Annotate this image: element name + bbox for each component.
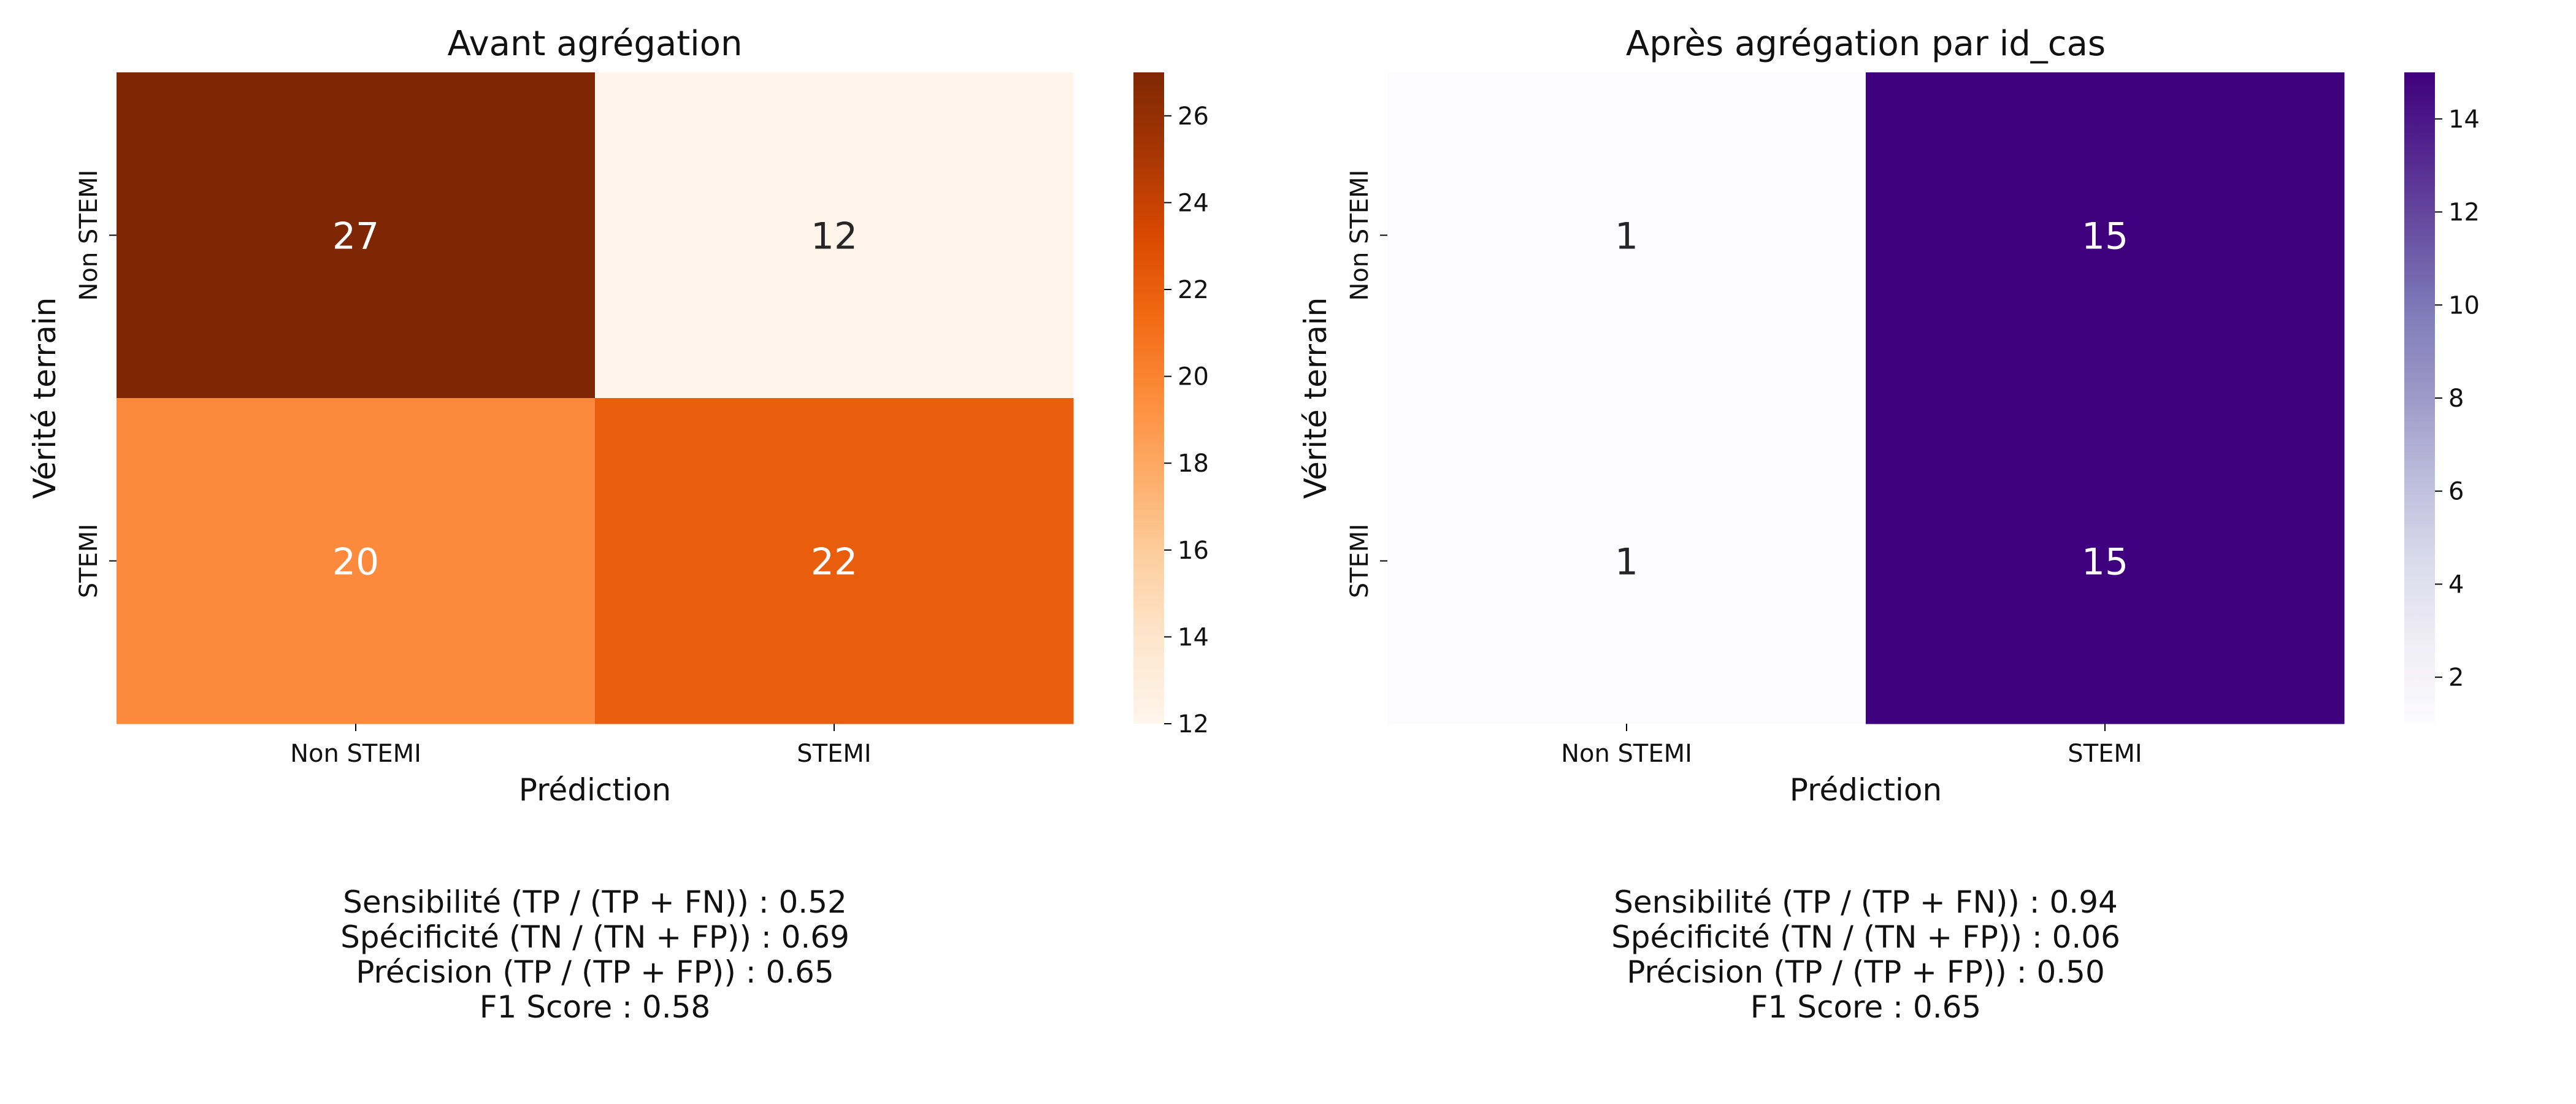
colorbar-tick-label: 12 <box>2448 199 2480 227</box>
colorbar-tick-label: 6 <box>2448 478 2464 506</box>
chart-title: Avant agrégation <box>448 24 743 64</box>
y-axis-label: Vérité terrain <box>27 297 63 499</box>
colorbar-tick-label: 20 <box>1178 363 1209 391</box>
heatmap-cell <box>1387 398 1866 724</box>
cell-value-label: 15 <box>2082 541 2128 584</box>
heatmap-cell <box>1866 398 2345 724</box>
metric-line: Précision (TP / (TP + FP)) : 0.50 <box>1627 954 2105 990</box>
x-tick-label: Non STEMI <box>1561 740 1692 768</box>
heatmap-cell <box>117 72 596 399</box>
metric-line: F1 Score : 0.58 <box>480 989 710 1025</box>
x-tick-label: STEMI <box>2068 740 2142 768</box>
colorbar-tick-label: 4 <box>2448 570 2464 599</box>
y-tick-label: Non STEMI <box>1346 170 1374 301</box>
cell-value-label: 1 <box>1615 541 1638 584</box>
colorbar-tick-label: 14 <box>1178 623 1209 651</box>
x-tick-label: Non STEMI <box>290 740 421 768</box>
cell-value-label: 15 <box>2082 215 2128 258</box>
heatmap-cell <box>117 398 596 724</box>
colorbar-tick-label: 26 <box>1178 102 1209 131</box>
chart-title: Après agrégation par id_cas <box>1626 24 2106 64</box>
cell-value-label: 1 <box>1615 215 1638 258</box>
metric-line: Sensibilité (TP / (TP + FN)) : 0.52 <box>343 884 847 920</box>
cell-value-label: 12 <box>811 215 857 258</box>
cell-value-label: 20 <box>332 541 379 584</box>
colorbar-tick-label: 16 <box>1178 537 1209 565</box>
heatmap-cell <box>595 398 1074 724</box>
metric-line: Spécificité (TN / (TN + FP)) : 0.06 <box>1611 919 2120 955</box>
colorbar-tick-label: 22 <box>1178 276 1209 304</box>
y-tick-label: Non STEMI <box>75 170 103 301</box>
metric-line: Sensibilité (TP / (TP + FN)) : 0.94 <box>1614 884 2118 920</box>
heatmap-panel-1: Avant agrégation 27 12 20 22 Non STEMI STEMI Pr… <box>27 24 1209 1025</box>
colorbar <box>1133 72 1164 724</box>
x-tick-label: STEMI <box>797 740 871 768</box>
colorbar-tick-label: 10 <box>2448 291 2480 320</box>
colorbar <box>2404 72 2435 724</box>
colorbar-tick-label: 14 <box>2448 105 2480 134</box>
x-axis-label: Prédiction <box>1790 772 1942 808</box>
colorbar-tick-label: 2 <box>2448 664 2464 692</box>
x-axis-label: Prédiction <box>519 772 671 808</box>
colorbar-tick-label: 8 <box>2448 385 2464 413</box>
cell-value-label: 27 <box>332 215 379 258</box>
y-tick-label: STEMI <box>1346 524 1374 598</box>
colorbar-tick-label: 18 <box>1178 450 1209 478</box>
heatmap-cell <box>1866 72 2345 399</box>
colorbar-tick-label: 12 <box>1178 710 1209 738</box>
metric-line: Précision (TP / (TP + FP)) : 0.65 <box>356 954 834 990</box>
heatmap-panel-2: Après agrégation par id_cas 1 15 1 15 Non STE… <box>1298 24 2480 1025</box>
metric-line: Spécificité (TN / (TN + FP)) : 0.69 <box>340 919 849 955</box>
cell-value-label: 22 <box>811 541 857 584</box>
y-tick-label: STEMI <box>75 524 103 598</box>
colorbar-tick-label: 24 <box>1178 189 1209 217</box>
metric-line: F1 Score : 0.65 <box>1750 989 1981 1025</box>
y-axis-label: Vérité terrain <box>1298 297 1333 499</box>
heatmap-cell <box>595 72 1074 399</box>
heatmap-cell <box>1387 72 1866 399</box>
